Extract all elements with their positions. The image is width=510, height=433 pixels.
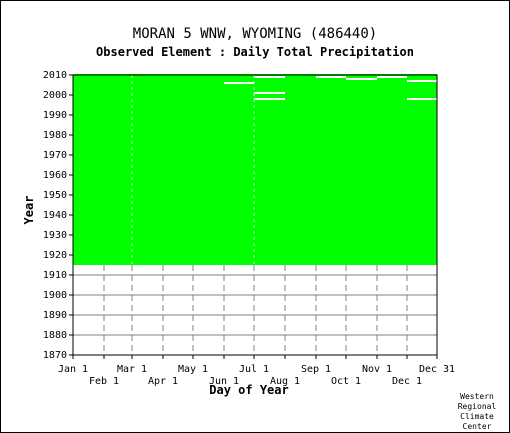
credit-line-3: Climate bbox=[460, 412, 494, 421]
missing-data-segment bbox=[254, 76, 285, 78]
y-tick-label: 2000 bbox=[43, 90, 67, 101]
missing-data-segment bbox=[254, 92, 285, 94]
credit-line-1: Western bbox=[460, 392, 494, 401]
x-axis-label: Day of Year bbox=[209, 383, 288, 397]
y-tick-label: 1980 bbox=[43, 130, 67, 141]
missing-data-segment bbox=[377, 76, 407, 78]
credit-line-4: Center bbox=[463, 422, 492, 431]
x-tick-label: Feb 1 bbox=[89, 376, 119, 387]
x-tick-label: Jan 1 bbox=[58, 364, 88, 375]
y-tick-label: 1870 bbox=[43, 350, 67, 361]
y-axis-ticks: 1870 1880 1890 1900 1910 1920 1930 1940 1950 1960… bbox=[43, 70, 73, 361]
x-tick-label: Jul 1 bbox=[239, 364, 269, 375]
plot-area bbox=[72, 74, 438, 356]
y-tick-label: 1930 bbox=[43, 230, 67, 241]
x-tick-label: Jun 1 bbox=[209, 376, 239, 387]
y-tick-label: 1960 bbox=[43, 170, 67, 181]
missing-data-segment bbox=[346, 78, 377, 80]
y-tick-label: 1890 bbox=[43, 310, 67, 321]
y-tick-label: 1990 bbox=[43, 110, 67, 121]
missing-data-segment bbox=[407, 80, 437, 82]
x-axis-ticks: Jan 1 Mar 1 May 1 Jul 1 Sep 1 Nov 1 Dec 31 Feb … bbox=[58, 355, 455, 387]
credit-line-2: Regional bbox=[458, 402, 497, 411]
y-tick-label: 1920 bbox=[43, 250, 67, 261]
missing-data-segment bbox=[316, 76, 346, 78]
x-tick-label: Apr 1 bbox=[148, 376, 178, 387]
x-tick-label: Oct 1 bbox=[331, 376, 361, 387]
wrcc-credit: Western Regional Climate Center bbox=[458, 392, 497, 431]
y-tick-label: 1910 bbox=[43, 270, 67, 281]
y-tick-label: 1970 bbox=[43, 150, 67, 161]
missing-data-segment bbox=[407, 98, 437, 100]
x-tick-label: Mar 1 bbox=[117, 364, 147, 375]
observed-data-area bbox=[73, 74, 437, 265]
y-tick-label: 1880 bbox=[43, 330, 67, 341]
x-tick-label: May 1 bbox=[178, 364, 208, 375]
missing-data-segment bbox=[254, 98, 285, 100]
x-tick-label: Nov 1 bbox=[362, 364, 392, 375]
chart-title: MORAN 5 WNW, WYOMING (486440) bbox=[133, 26, 377, 42]
y-tick-label: 2010 bbox=[43, 70, 67, 81]
y-tick-label: 1900 bbox=[43, 290, 67, 301]
x-tick-label: Dec 31 bbox=[419, 364, 455, 375]
x-tick-label: Dec 1 bbox=[392, 376, 422, 387]
x-tick-label: Sep 1 bbox=[301, 364, 331, 375]
missing-data-segment bbox=[224, 82, 254, 84]
y-tick-label: 1940 bbox=[43, 210, 67, 221]
chart-subtitle: Observed Element : Daily Total Precipita… bbox=[96, 45, 414, 59]
y-axis-label: Year bbox=[22, 196, 36, 225]
y-tick-label: 1950 bbox=[43, 190, 67, 201]
x-tick-label: Aug 1 bbox=[270, 376, 300, 387]
